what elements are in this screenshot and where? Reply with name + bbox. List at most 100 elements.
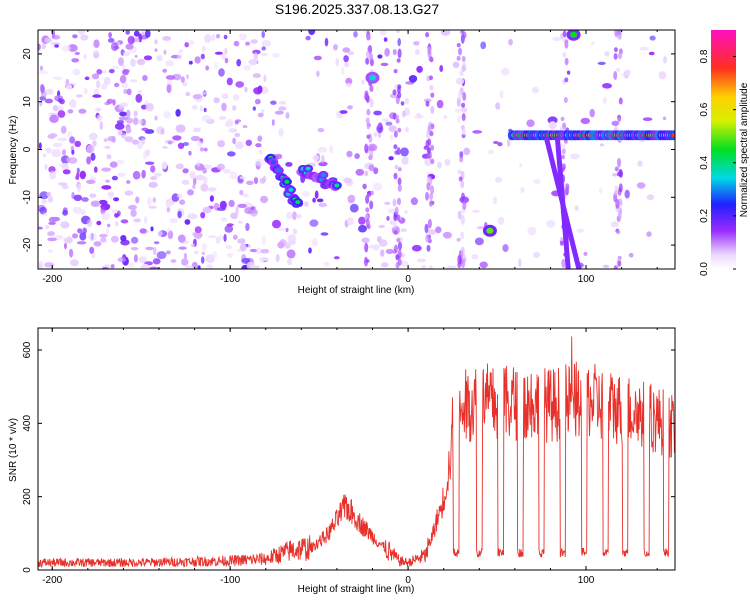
heatmap-cell [392, 48, 397, 56]
heatmap-cell [493, 196, 498, 205]
heatmap-cell [369, 98, 374, 108]
heatmap-cell [396, 214, 401, 222]
heatmap-cell [397, 91, 402, 99]
heatmap-cell [61, 185, 69, 190]
heatmap-feature-core [276, 168, 282, 173]
heatmap-cell [45, 88, 54, 95]
heatmap-cell [600, 143, 604, 147]
heatmap-cell [121, 82, 128, 88]
heatmap-cell [303, 201, 309, 207]
heatmap-cell [270, 100, 277, 105]
heatmap-feature-core [570, 31, 578, 38]
heatmap-cell [400, 101, 405, 106]
heatmap-cell [66, 235, 73, 244]
heatmap-cell [195, 174, 205, 181]
heatmap-cell [120, 219, 129, 224]
heatmap-cell [488, 149, 494, 155]
heatmap-cell [234, 132, 241, 138]
heatmap-cell [69, 248, 74, 258]
heatmap-cell [111, 209, 119, 214]
heatmap-cell [618, 183, 623, 193]
heatmap-cell [149, 266, 159, 269]
heatmap-cell [228, 128, 238, 133]
heatmap-cell [613, 53, 618, 60]
heatmap-cell [370, 190, 374, 196]
heatmap-cell [460, 180, 465, 189]
heatmap-cell [364, 143, 369, 154]
heatmap-cell [574, 205, 579, 211]
heatmap-cell [254, 158, 265, 167]
heatmap-cell [459, 151, 464, 158]
snr-panel: -200 -100 0 100 0 200 400 600 Height of straig… [8, 327, 676, 595]
heatmap-cell [213, 61, 218, 69]
heatmap-cell [104, 145, 111, 150]
heatmap-cell [191, 243, 196, 248]
heatmap-cell [613, 71, 618, 80]
heatmap-cell [140, 263, 150, 269]
heatmap-cell [48, 221, 56, 225]
heatmap-cell [148, 181, 158, 188]
heatmap-cell [51, 149, 62, 158]
heatmap-cell [456, 43, 461, 48]
heatmap-cell [78, 108, 87, 114]
heatmap-cell [458, 47, 462, 56]
heatmap-cell [255, 247, 263, 255]
heatmap-cell [460, 107, 468, 113]
heatmap-cell [152, 258, 161, 265]
heatmap-cell [237, 178, 244, 184]
heatmap-cell [126, 180, 131, 184]
heatmap-cell [636, 182, 646, 189]
heatmap-cell [89, 246, 95, 255]
heatmap-cell [430, 92, 435, 98]
heatmap-cell [395, 114, 400, 120]
heatmap-cell [235, 141, 244, 150]
heatmap-cell [397, 177, 402, 186]
heatmap-cell [618, 97, 623, 105]
heatmap-cell [201, 251, 205, 255]
heatmap-cell [333, 44, 338, 51]
heatmap-cell [463, 147, 471, 156]
heatmap-cell [52, 104, 59, 112]
heatmap-cell [216, 163, 225, 171]
heatmap-cell [366, 123, 371, 130]
heatmap-cell [425, 234, 430, 243]
heatmap-cell [90, 200, 101, 207]
heatmap-cell [347, 194, 356, 203]
heatmap-cell [373, 167, 379, 175]
heatmap-cell [358, 224, 367, 233]
heatmap-cell [252, 106, 256, 111]
heatmap-cell [88, 132, 98, 141]
heatmap-cell [221, 93, 229, 99]
heatmap-cell [260, 195, 269, 204]
heatmap-cell [456, 55, 461, 61]
heatmap-cell [624, 189, 630, 199]
heatmap-cell [49, 170, 57, 180]
heatmap-cell [103, 138, 108, 143]
heatmap-cell [404, 210, 408, 215]
heatmap-cell [241, 257, 251, 264]
heatmap-cell [47, 195, 54, 203]
heatmap-cell [358, 216, 366, 225]
heatmap-cell [624, 69, 631, 75]
heatmap-cell [192, 184, 196, 190]
heatmap-cell [384, 201, 391, 205]
heatmap-cell [132, 170, 141, 180]
heatmap-cell [165, 250, 171, 255]
heatmap-cell [96, 80, 101, 89]
heatmap-cell [369, 85, 374, 92]
heatmap-cell [144, 216, 148, 224]
heatmap-cell [93, 88, 100, 96]
heatmap-cell [308, 247, 312, 254]
heatmap-cell [38, 226, 43, 230]
heatmap-cell [48, 133, 58, 138]
heatmap-cell [162, 146, 168, 149]
heatmap-cell [248, 58, 258, 66]
heatmap-cell [381, 262, 389, 268]
heatmap-cell [278, 127, 284, 137]
heatmap-cell [618, 52, 623, 59]
heatmap-cell [41, 199, 48, 204]
heatmap-cell [127, 35, 135, 45]
heatmap-cell [177, 142, 185, 149]
heatmap-cell [166, 84, 172, 94]
heatmap-cell [209, 195, 214, 202]
